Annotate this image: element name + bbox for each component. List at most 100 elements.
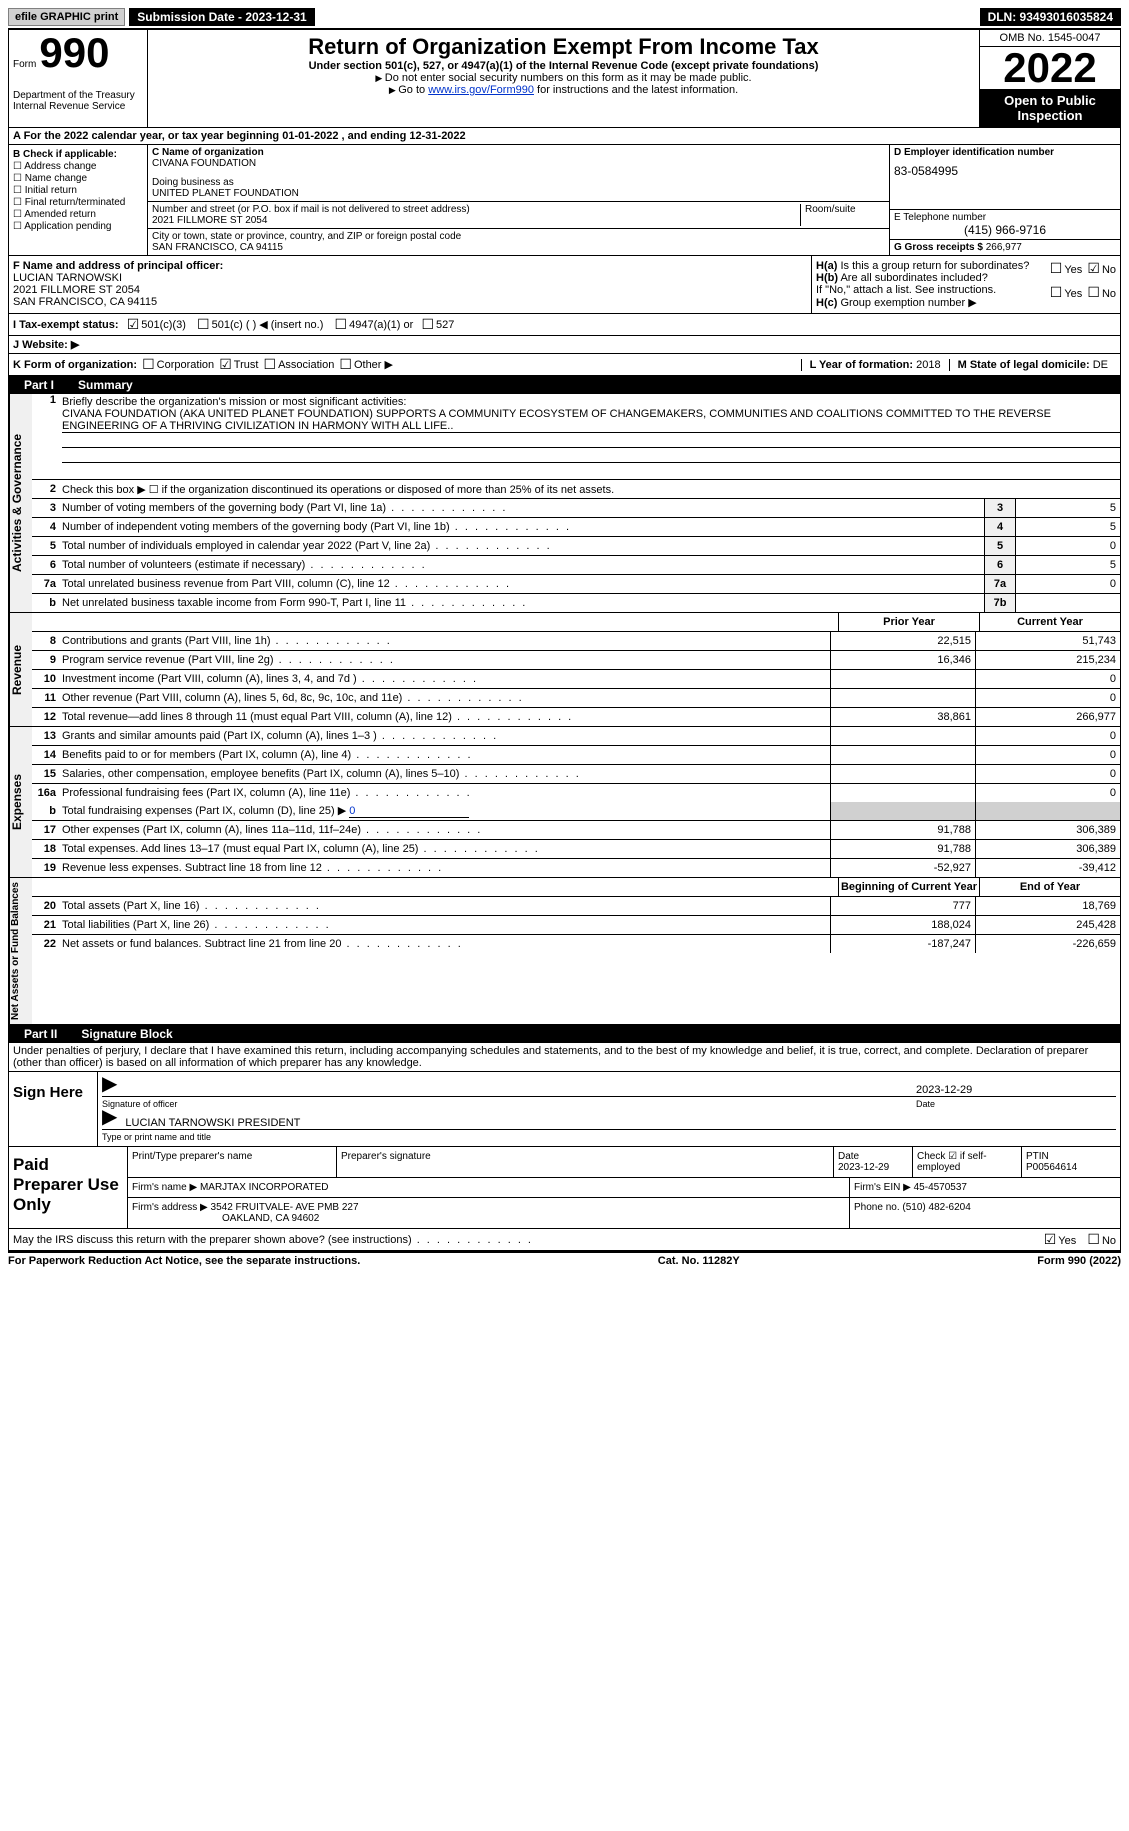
chk-initial-return[interactable]: Initial return (13, 185, 143, 196)
hb-yes-icon[interactable] (1048, 288, 1065, 300)
section-expenses: Expenses 13 Grants and similar amounts p… (8, 727, 1121, 878)
section-ag: Activities & Governance 1 Briefly descri… (8, 394, 1121, 613)
chk-corp-icon[interactable] (140, 356, 157, 373)
ha-no: No (1102, 264, 1116, 276)
line16b-val: 0 (349, 805, 469, 818)
l-cell: L Year of formation: 2018 (801, 359, 949, 371)
ha-yes-icon[interactable] (1048, 264, 1065, 276)
prior-val: 22,515 (830, 632, 975, 650)
line-num: 4 (32, 521, 62, 533)
curr-val: 215,234 (975, 651, 1120, 669)
line-text: Total unrelated business revenue from Pa… (62, 576, 984, 592)
table-row: 6 Total number of volunteers (estimate i… (32, 556, 1120, 575)
chk-other-icon[interactable] (337, 356, 354, 373)
curr-val: 51,743 (975, 632, 1120, 650)
phone: (415) 966-9716 (894, 223, 1116, 237)
mission-blank2 (62, 448, 1120, 463)
line-num: 14 (32, 749, 62, 761)
chk-assoc-icon[interactable] (262, 356, 279, 373)
line-val (1015, 594, 1120, 612)
line-num: 19 (32, 862, 62, 874)
line-text: Number of independent voting members of … (62, 519, 984, 535)
prior-val (830, 784, 975, 802)
phone-label: Phone no. (854, 1202, 900, 1213)
cell-phone: E Telephone number (415) 966-9716 (890, 210, 1120, 240)
cell-ein: D Employer identification number 83-0584… (890, 145, 1120, 210)
col-deg: D Employer identification number 83-0584… (889, 145, 1120, 255)
discuss-no-icon[interactable] (1085, 1235, 1102, 1247)
discuss-yes-icon[interactable] (1042, 1235, 1059, 1247)
discuss-no: No (1102, 1235, 1116, 1247)
chk-application-pending[interactable]: Application pending (13, 221, 143, 232)
form-title: Return of Organization Exempt From Incom… (152, 34, 975, 60)
line16b-txt: Total fundraising expenses (Part IX, col… (62, 802, 830, 820)
open-to-public: Open to Public Inspection (980, 89, 1120, 127)
line16b-num: b (32, 805, 62, 817)
table-row: 17 Other expenses (Part IX, column (A), … (32, 821, 1120, 840)
table-row: 10 Investment income (Part VIII, column … (32, 670, 1120, 689)
chk-trust-icon[interactable] (217, 356, 234, 373)
part1-header: Part I Summary (8, 376, 1121, 394)
table-row: 22 Net assets or fund balances. Subtract… (32, 935, 1120, 953)
hb-no-icon[interactable] (1085, 288, 1102, 300)
row-a-mid: , and ending (342, 130, 410, 142)
sign-here-label: Sign Here (9, 1072, 98, 1146)
curr-val: 0 (975, 784, 1120, 802)
curr-val: 245,428 (975, 916, 1120, 934)
line-val: 0 (1015, 575, 1120, 593)
dba-label: Doing business as (152, 177, 885, 188)
city: SAN FRANCISCO, CA 94115 (152, 242, 885, 253)
ha-no-icon[interactable] (1085, 264, 1102, 276)
k-trust: Trust (234, 359, 259, 371)
sig-date: 2023-12-29 (916, 1084, 1116, 1096)
chk-501c3-icon[interactable] (125, 316, 142, 333)
row-a-end: 12-31-2022 (409, 130, 465, 142)
chk-4947-icon[interactable] (333, 316, 350, 333)
i-label: I Tax-exempt status: (13, 319, 119, 331)
page-footer: For Paperwork Reduction Act Notice, see … (8, 1251, 1121, 1267)
chk-name-change[interactable]: Name change (13, 173, 143, 184)
g-label: G Gross receipts $ (894, 242, 983, 253)
h-c-text: Group exemption number ▶ (840, 297, 976, 309)
curr-val: -39,412 (975, 859, 1120, 877)
cell-street: Number and street (or P.O. box if mail i… (148, 202, 889, 229)
line-text: Net assets or fund balances. Subtract li… (62, 936, 830, 952)
table-row: 13 Grants and similar amounts paid (Part… (32, 727, 1120, 746)
form-subtitle: Under section 501(c), 527, or 4947(a)(1)… (152, 60, 975, 72)
line-num: 6 (32, 559, 62, 571)
irs-link[interactable]: www.irs.gov/Form990 (428, 84, 534, 96)
mission-blank1 (62, 433, 1120, 448)
form-note-2: Go to www.irs.gov/Form990 for instructio… (152, 84, 975, 96)
org-name: CIVANA FOUNDATION (152, 158, 885, 169)
sig-name-label: Type or print name and title (102, 1132, 1116, 1142)
officer-addr1: 2021 FILLMORE ST 2054 (13, 284, 807, 296)
chk-final-return[interactable]: Final return/terminated (13, 197, 143, 208)
discuss-yes: Yes (1058, 1235, 1076, 1247)
efile-graphic-button[interactable]: efile GRAPHIC print (8, 8, 125, 26)
sig-officer-label: Signature of officer (102, 1099, 916, 1109)
line-num: b (32, 597, 62, 609)
h-a-text: Is this a group return for subordinates? (840, 260, 1029, 272)
c-label: C Name of organization (152, 147, 885, 158)
penalties-text: Under penalties of perjury, I declare th… (8, 1043, 1121, 1072)
officer-name: LUCIAN TARNOWSKI (13, 272, 807, 284)
chk-527-icon[interactable] (419, 316, 436, 333)
line-num: 10 (32, 673, 62, 685)
line-num: 13 (32, 730, 62, 742)
row-klm: K Form of organization: Corporation Trus… (8, 354, 1121, 376)
prior-val (830, 746, 975, 764)
line16b-label: Total fundraising expenses (Part IX, col… (62, 805, 346, 817)
line-text: Net unrelated business taxable income fr… (62, 595, 984, 611)
prep-print-label: Print/Type preparer's name (128, 1147, 337, 1177)
chk-address-change[interactable]: Address change (13, 161, 143, 172)
line1-block: Briefly describe the organization's miss… (62, 394, 1120, 479)
chk-501c-icon[interactable] (195, 316, 212, 333)
line-num: 21 (32, 919, 62, 931)
chk-amended-return[interactable]: Amended return (13, 209, 143, 220)
table-row: 4 Number of independent voting members o… (32, 518, 1120, 537)
table-row: 8 Contributions and grants (Part VIII, l… (32, 632, 1120, 651)
sign-here-block: Sign Here ▶ 2023-12-29 Signature of offi… (8, 1072, 1121, 1147)
m-cell: M State of legal domicile: DE (949, 359, 1116, 371)
line-box: 7b (984, 594, 1015, 612)
b-label: B Check if applicable: (13, 149, 143, 160)
